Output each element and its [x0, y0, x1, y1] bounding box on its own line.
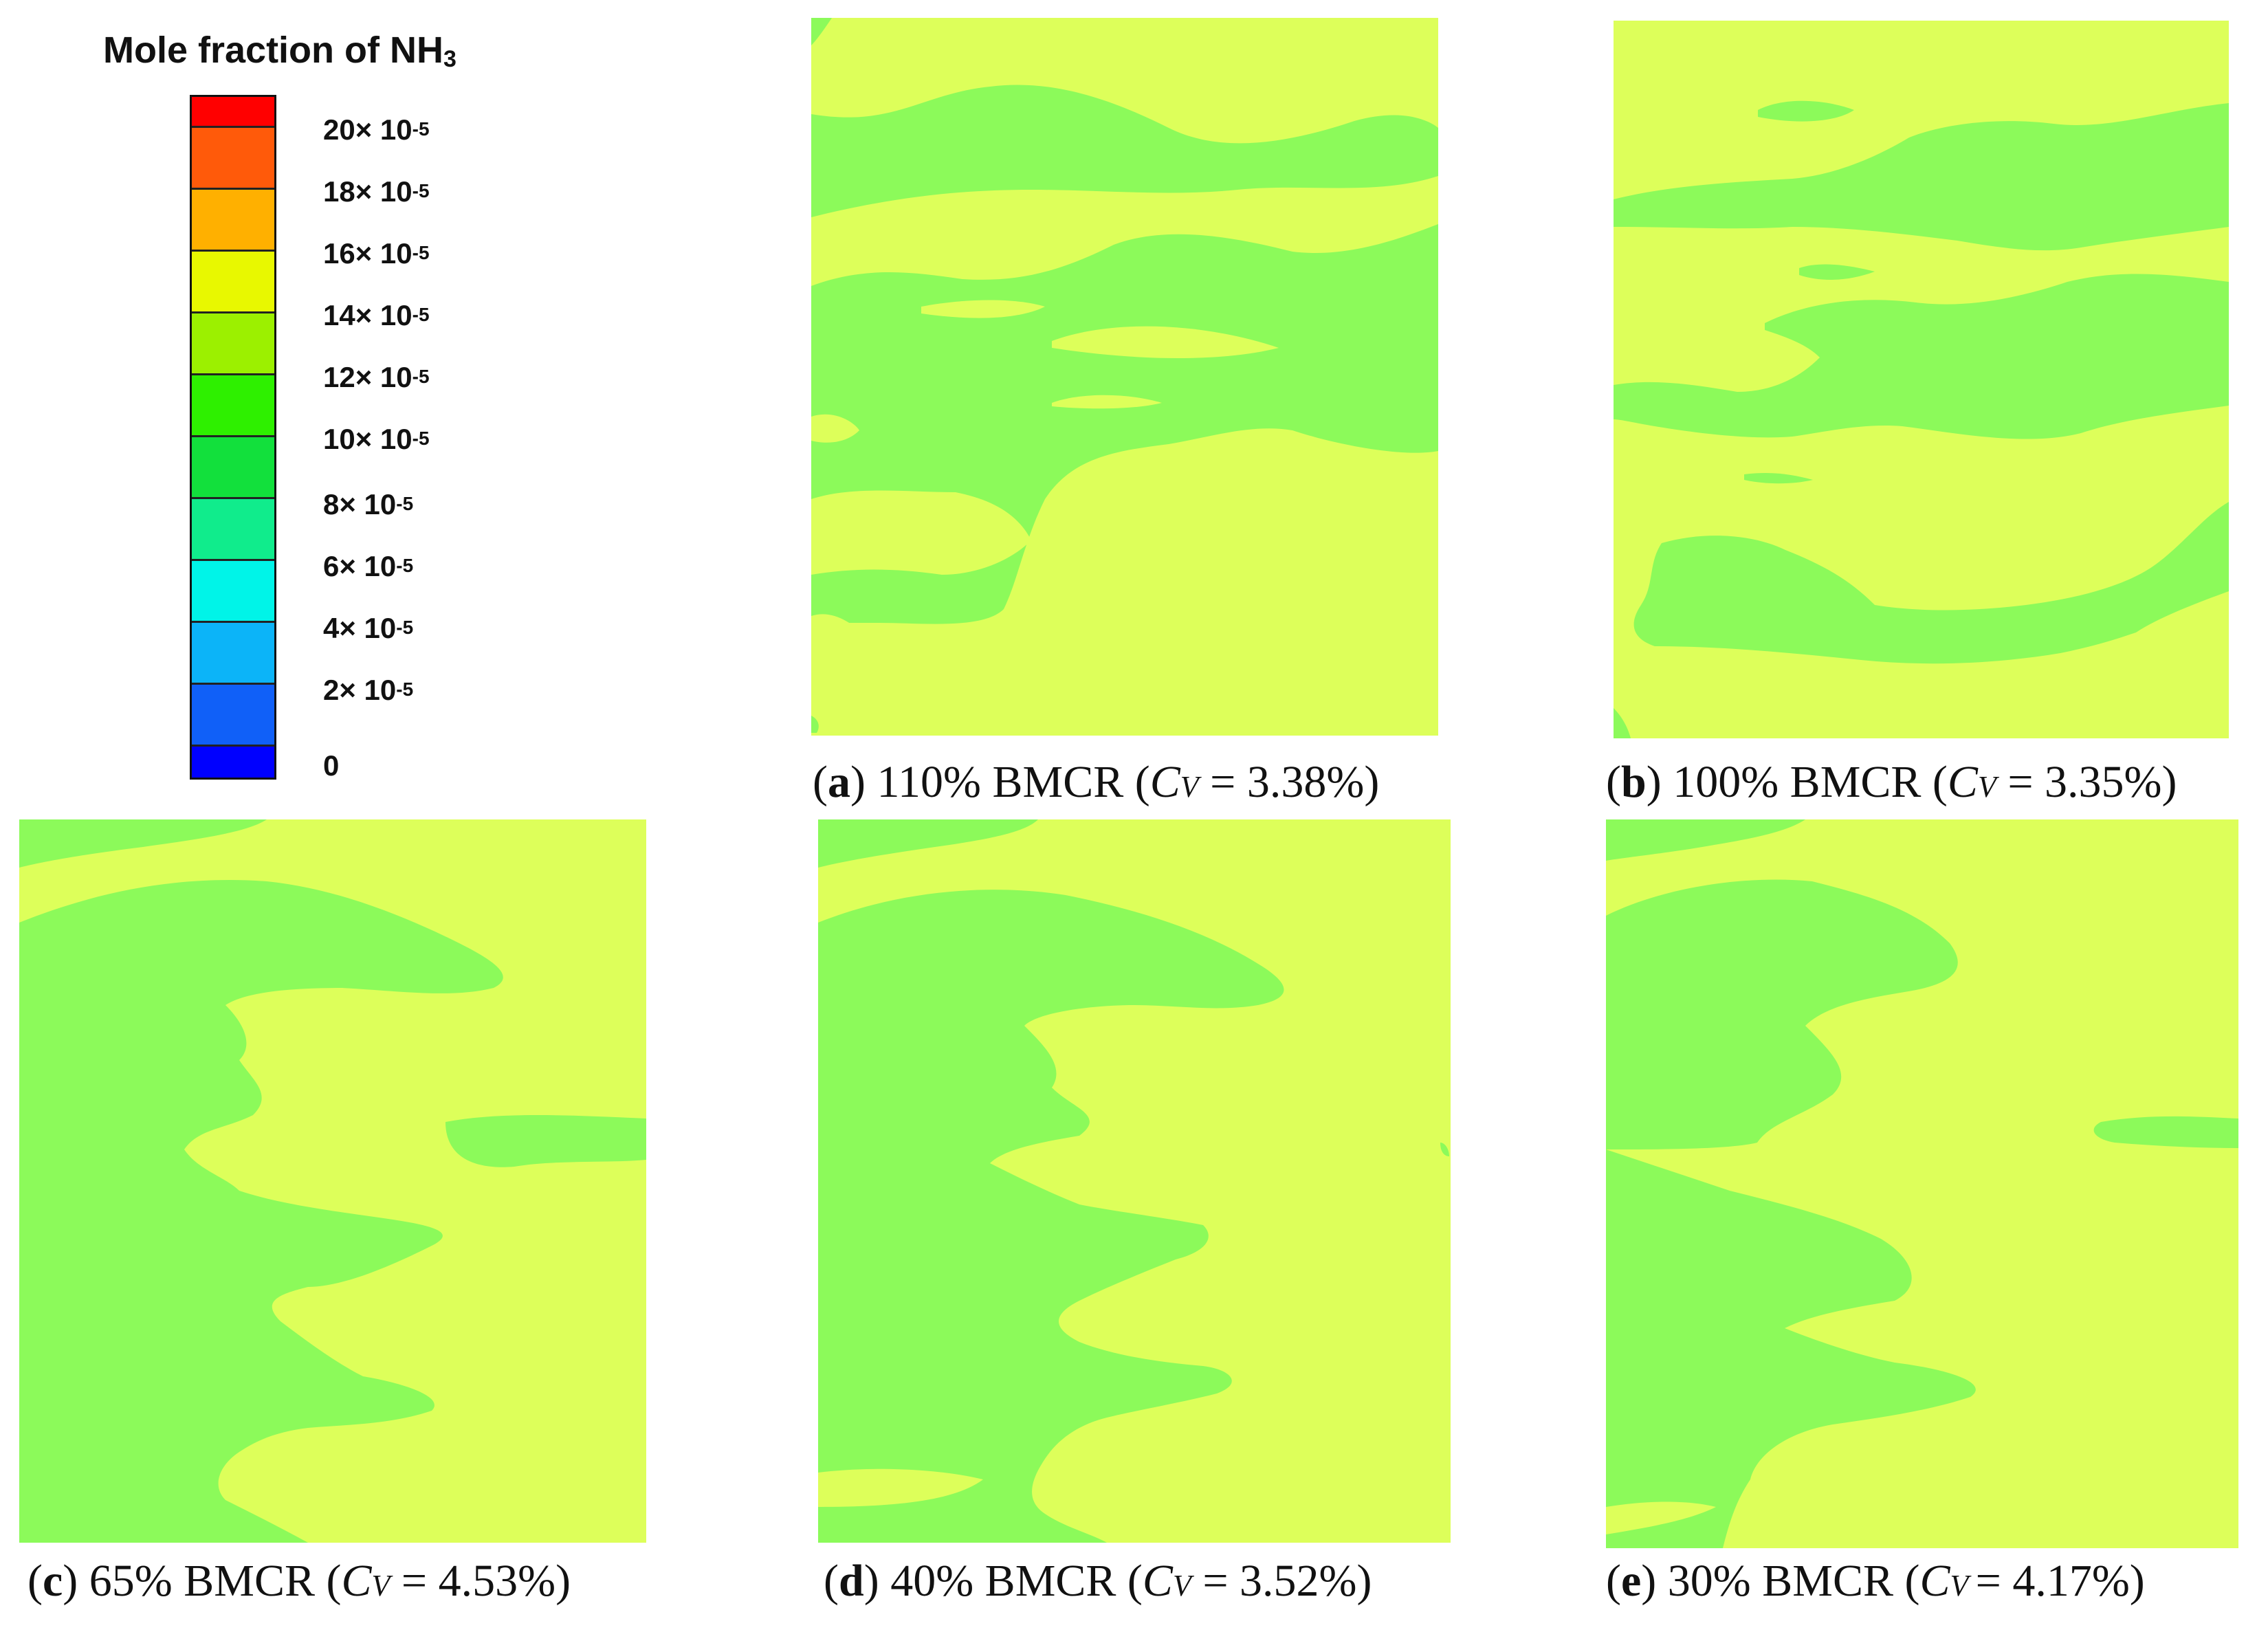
colorbar [190, 95, 276, 780]
legend-title: Mole fraction of NH3 [103, 30, 456, 72]
colorbar-tick-label: 12× 10-5 [323, 361, 430, 393]
low-concentration-region [1799, 264, 1875, 280]
high-concentration-island [1052, 395, 1162, 409]
colorbar-tick-label: 16× 10-5 [323, 237, 430, 269]
colorbar-tick-label: 0 [323, 749, 340, 782]
low-concentration-region [811, 85, 1438, 217]
caption-panel-e: (e) 30% BMCR (CV = 4.17%) [1606, 1556, 2145, 1606]
high-concentration-island [921, 300, 1045, 318]
colorbar-tick-label: 2× 10-5 [323, 674, 414, 706]
low-concentration-region [818, 819, 1038, 868]
low-concentration-region [19, 819, 267, 868]
low-concentration-region [1606, 879, 1976, 1548]
colorbar-tick-label: 4× 10-5 [323, 612, 414, 644]
low-concentration-region [811, 716, 819, 733]
colorbar-tick-label: 14× 10-5 [323, 299, 430, 331]
high-concentration-island [818, 1468, 983, 1507]
high-concentration-island [811, 614, 866, 641]
low-concentration-region [445, 1115, 646, 1167]
colorbar-swatch [192, 190, 274, 252]
colorbar-swatch [192, 437, 274, 499]
caption-panel-d: (d) 40% BMCR (CV = 3.52%) [824, 1556, 1372, 1606]
low-concentration-region [1614, 274, 2229, 439]
low-concentration-region [1758, 100, 1854, 122]
low-concentration-region [811, 18, 832, 45]
high-concentration-island [811, 414, 859, 443]
colorbar-swatch [192, 97, 274, 128]
low-concentration-region [1606, 819, 1805, 861]
colorbar-tick-label: 8× 10-5 [323, 488, 414, 520]
colorbar-tick-label: 20× 10-5 [323, 113, 430, 146]
contour-panel-c [19, 819, 646, 1543]
colorbar-tick-label: 18× 10-5 [323, 175, 430, 208]
contour-panel-e [1606, 819, 2238, 1548]
colorbar-swatch [192, 747, 274, 778]
contour-panel-a [811, 18, 1438, 736]
colorbar-swatch [192, 375, 274, 437]
high-concentration-island [811, 490, 1031, 575]
colorbar-swatch [192, 685, 274, 747]
low-concentration-region [1614, 708, 1631, 738]
colorbar-swatch [192, 128, 274, 190]
low-concentration-region [1633, 502, 2229, 664]
high-concentration-island [1606, 1501, 1716, 1534]
colorbar-tick-label: 6× 10-5 [323, 550, 414, 582]
low-concentration-region [19, 880, 503, 1543]
colorbar-swatch [192, 252, 274, 313]
colorbar-swatch [192, 623, 274, 685]
colorbar-swatch [192, 561, 274, 623]
caption-panel-a: (a) 110% BMCR (CV = 3.38%) [813, 757, 1380, 807]
low-concentration-region [1744, 472, 1813, 484]
low-concentration-region [1614, 103, 2229, 251]
colorbar-swatch [192, 499, 274, 561]
caption-panel-b: (b) 100% BMCR (CV = 3.35%) [1606, 757, 2177, 807]
low-concentration-region [2093, 1116, 2238, 1148]
caption-panel-c: (c) 65% BMCR (CV = 4.53%) [27, 1556, 571, 1606]
low-concentration-region [818, 890, 1284, 1543]
contour-panel-d [818, 819, 1451, 1543]
colorbar-tick-label: 10× 10-5 [323, 423, 430, 455]
contour-panel-b [1614, 21, 2229, 738]
high-concentration-island [1052, 326, 1279, 358]
low-concentration-region [1440, 1143, 1449, 1156]
colorbar-swatch [192, 313, 274, 375]
